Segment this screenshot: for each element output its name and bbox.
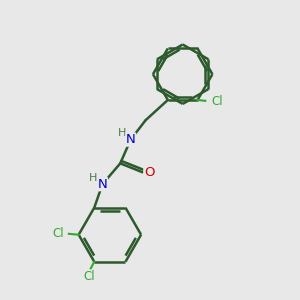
Text: Cl: Cl bbox=[212, 95, 224, 108]
Text: Cl: Cl bbox=[52, 227, 64, 240]
Text: N: N bbox=[98, 178, 107, 191]
Text: H: H bbox=[118, 128, 127, 138]
Text: H: H bbox=[89, 172, 98, 183]
Text: Cl: Cl bbox=[83, 270, 95, 283]
Text: O: O bbox=[144, 167, 154, 179]
Text: N: N bbox=[126, 133, 136, 146]
